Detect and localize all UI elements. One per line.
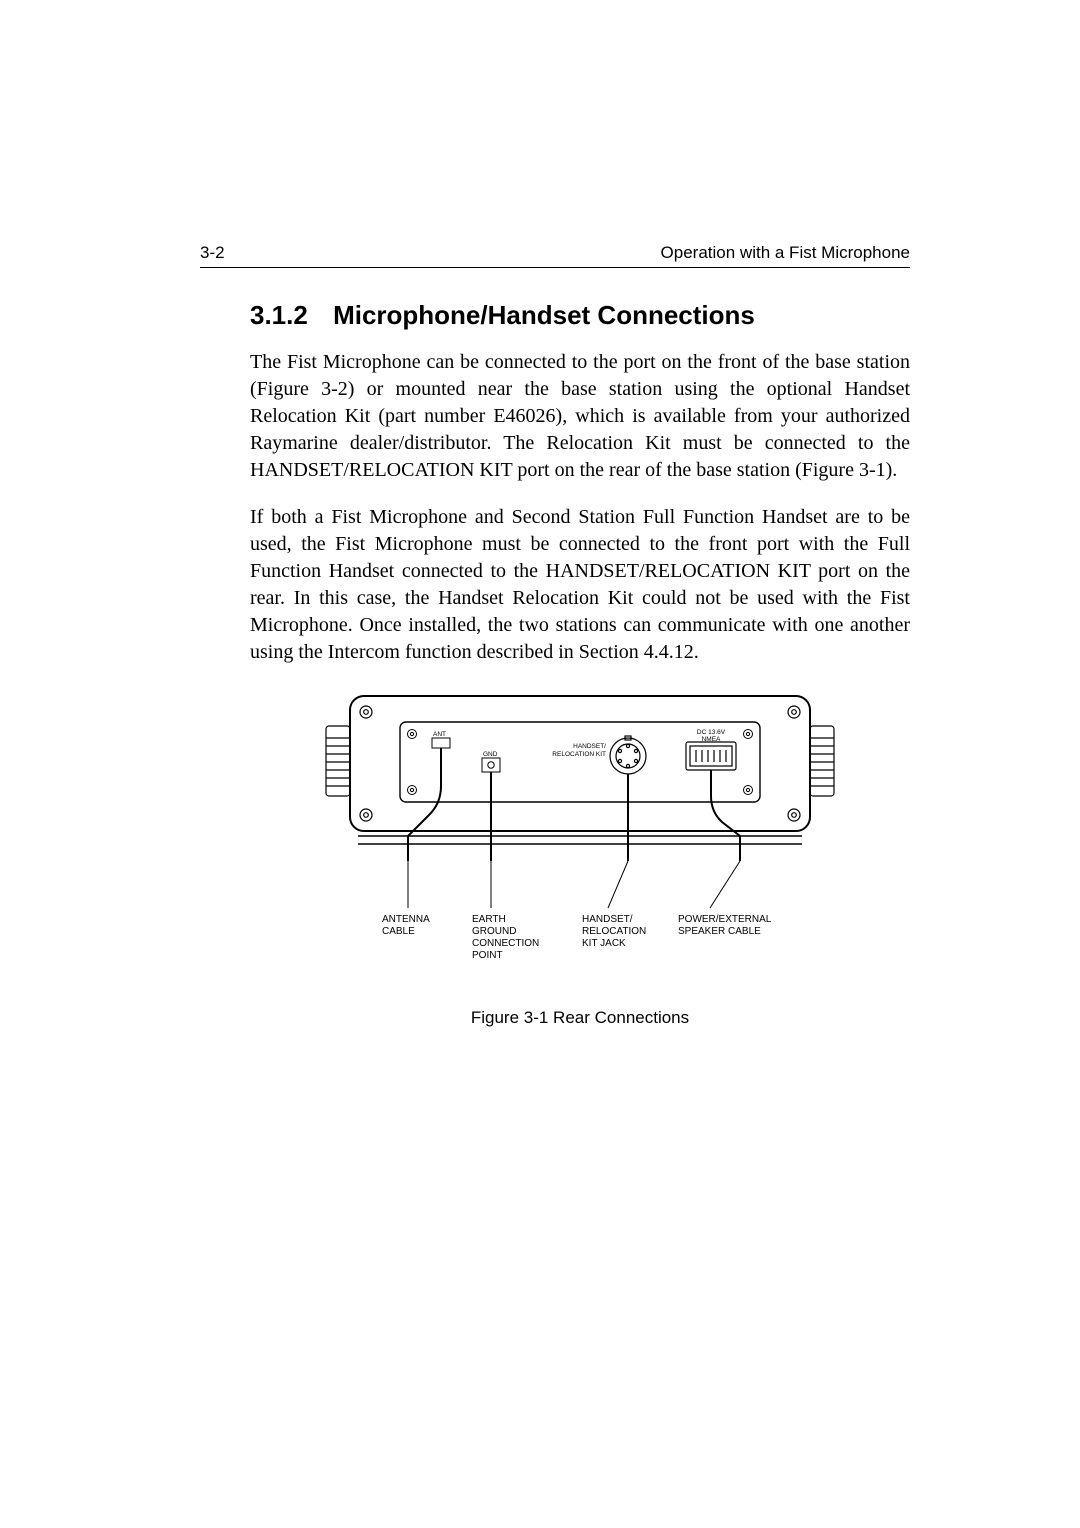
callout-handset-2: RELOCATION <box>582 926 646 937</box>
callout-power-2: SPEAKER CABLE <box>678 926 761 937</box>
section-heading: 3.1.2 Microphone/Handset Connections <box>250 300 910 331</box>
callout-ground-2: GROUND <box>472 926 516 937</box>
callout-ground-1: EARTH <box>472 914 506 925</box>
figure-caption: Figure 3-1 Rear Connections <box>250 1008 910 1028</box>
rear-connections-diagram: ANT GND HANDSET/ RELOCATION KIT DC 13.6V… <box>320 686 840 986</box>
label-handset-1: HANDSET/ <box>573 743 606 750</box>
callout-ground-4: POINT <box>472 950 503 961</box>
label-gnd: GND <box>483 751 498 758</box>
heading-number: 3.1.2 <box>250 300 308 331</box>
page-header: 3-2 Operation with a Fist Microphone <box>200 243 910 268</box>
label-ant: ANT <box>433 731 446 738</box>
paragraph-1: The Fist Microphone can be connected to … <box>250 349 910 484</box>
page-number: 3-2 <box>200 243 225 263</box>
callout-ground-3: CONNECTION <box>472 938 539 949</box>
label-handset-2: RELOCATION KIT <box>552 751 606 758</box>
figure-3-1: ANT GND HANDSET/ RELOCATION KIT DC 13.6V… <box>250 686 910 1028</box>
paragraph-2: If both a Fist Microphone and Second Sta… <box>250 504 910 666</box>
callout-handset-1: HANDSET/ <box>582 914 633 925</box>
callout-antenna-2: CABLE <box>382 926 415 937</box>
callout-handset-3: KIT JACK <box>582 938 626 949</box>
callout-antenna-1: ANTENNA <box>382 914 430 925</box>
heading-title: Microphone/Handset Connections <box>333 300 755 330</box>
label-dc-2: NMEA <box>702 736 721 743</box>
callout-power-1: POWER/EXTERNAL <box>678 914 772 925</box>
page: 3-2 Operation with a Fist Microphone 3.1… <box>0 0 1080 1528</box>
label-dc-1: DC 13.6V <box>697 729 726 736</box>
running-title: Operation with a Fist Microphone <box>661 243 910 263</box>
